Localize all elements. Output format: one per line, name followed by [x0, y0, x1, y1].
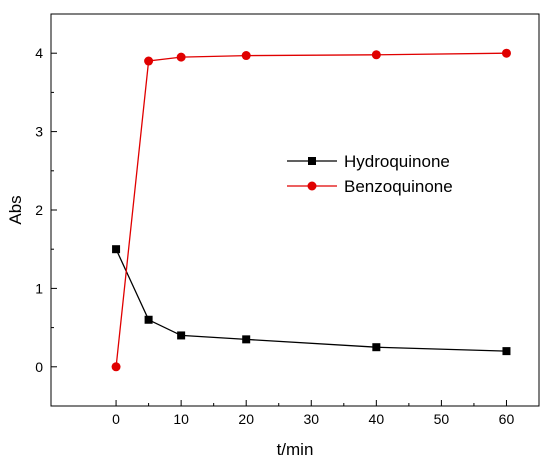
data-point — [111, 362, 121, 372]
x-tick-label: 10 — [173, 411, 189, 427]
ticks-layer: 0 10 20 30 40 50 60 0 1 2 3 4 — [35, 45, 514, 427]
y-tick-label: 0 — [35, 359, 43, 375]
legend: Hydroquinone Benzoquinone — [287, 152, 453, 196]
legend-label: Hydroquinone — [344, 152, 450, 171]
x-tick-label: 30 — [303, 411, 319, 427]
data-point — [502, 347, 511, 356]
data-point — [372, 343, 381, 352]
data-point — [144, 315, 153, 324]
x-tick-label: 60 — [499, 411, 515, 427]
data-point — [241, 51, 251, 61]
y-tick-label: 1 — [35, 280, 43, 296]
series-line-2 — [115, 52, 507, 367]
data-point — [176, 52, 186, 62]
x-tick-label: 20 — [238, 411, 254, 427]
x-axis-title: t/min — [277, 440, 314, 459]
legend-label: Benzoquinone — [344, 177, 453, 196]
data-point — [144, 56, 154, 66]
y-tick-label: 3 — [35, 124, 43, 140]
legend-marker — [307, 181, 317, 191]
x-tick-label: 50 — [434, 411, 450, 427]
data-point — [242, 335, 251, 344]
data-point — [177, 331, 186, 340]
series-layer — [111, 48, 511, 372]
y-axis-title: Abs — [6, 195, 25, 224]
plot-frame — [50, 13, 540, 407]
x-tick-label: 0 — [112, 411, 120, 427]
series-line-1 — [115, 248, 507, 352]
legend-marker — [308, 157, 316, 165]
x-tick-label: 40 — [369, 411, 385, 427]
y-tick-label: 2 — [35, 202, 43, 218]
y-tick-label: 4 — [35, 45, 43, 61]
data-point — [112, 245, 121, 254]
data-point — [371, 50, 381, 60]
data-point — [501, 48, 511, 58]
